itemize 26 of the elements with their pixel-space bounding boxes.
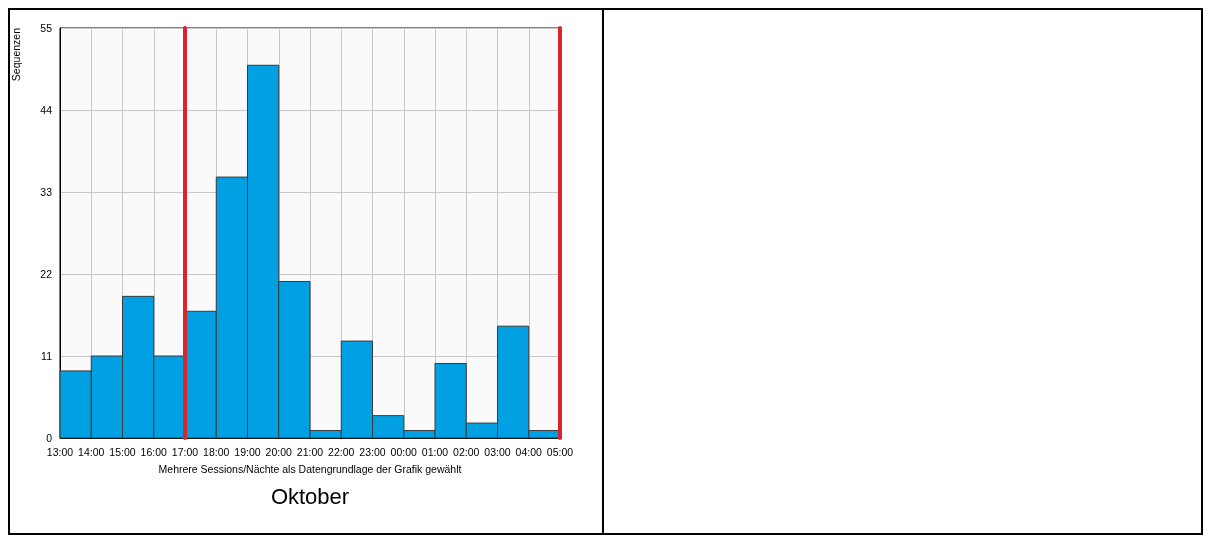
- text: Oktober: [270, 483, 350, 509]
- y-tick-label: 33: [40, 186, 53, 198]
- x-tick-label: 14:00: [78, 445, 105, 458]
- y-tick-label: 0: [46, 432, 53, 444]
- x-tick-label: 17:00: [171, 445, 199, 458]
- y-tick-label: 22: [40, 268, 53, 280]
- x-tick-label: 23:00: [359, 445, 386, 458]
- y-tick-label: 55: [40, 22, 53, 34]
- x-tick-label: 05:00: [546, 445, 574, 458]
- x-tick-label: 16:00: [140, 445, 168, 458]
- x-tick-label: 13:00: [46, 445, 74, 458]
- y-tick-label: 44: [40, 104, 53, 116]
- x-tick-label: 20:00: [265, 445, 293, 458]
- x-tick-label: 01:00: [421, 445, 449, 458]
- x-tick-label: 00:00: [390, 445, 418, 458]
- x-axis-title: Mehrere Sessions/Nächte als Datengrundlage der Grafik gewählt: [158, 462, 462, 475]
- x-tick-label: 15:00: [109, 445, 136, 458]
- y-axis-title: Sequenzen: [10, 27, 22, 82]
- y-tick-label: 11: [41, 350, 53, 362]
- x-tick-label: 19:00: [234, 445, 261, 458]
- x-tick-label: 04:00: [515, 445, 543, 458]
- x-tick-label: 18:00: [203, 445, 230, 458]
- x-tick-label: 03:00: [484, 445, 511, 458]
- x-tick-label: 02:00: [453, 445, 480, 458]
- x-tick-label: 22:00: [328, 445, 355, 458]
- x-tick-label: 21:00: [296, 445, 324, 458]
